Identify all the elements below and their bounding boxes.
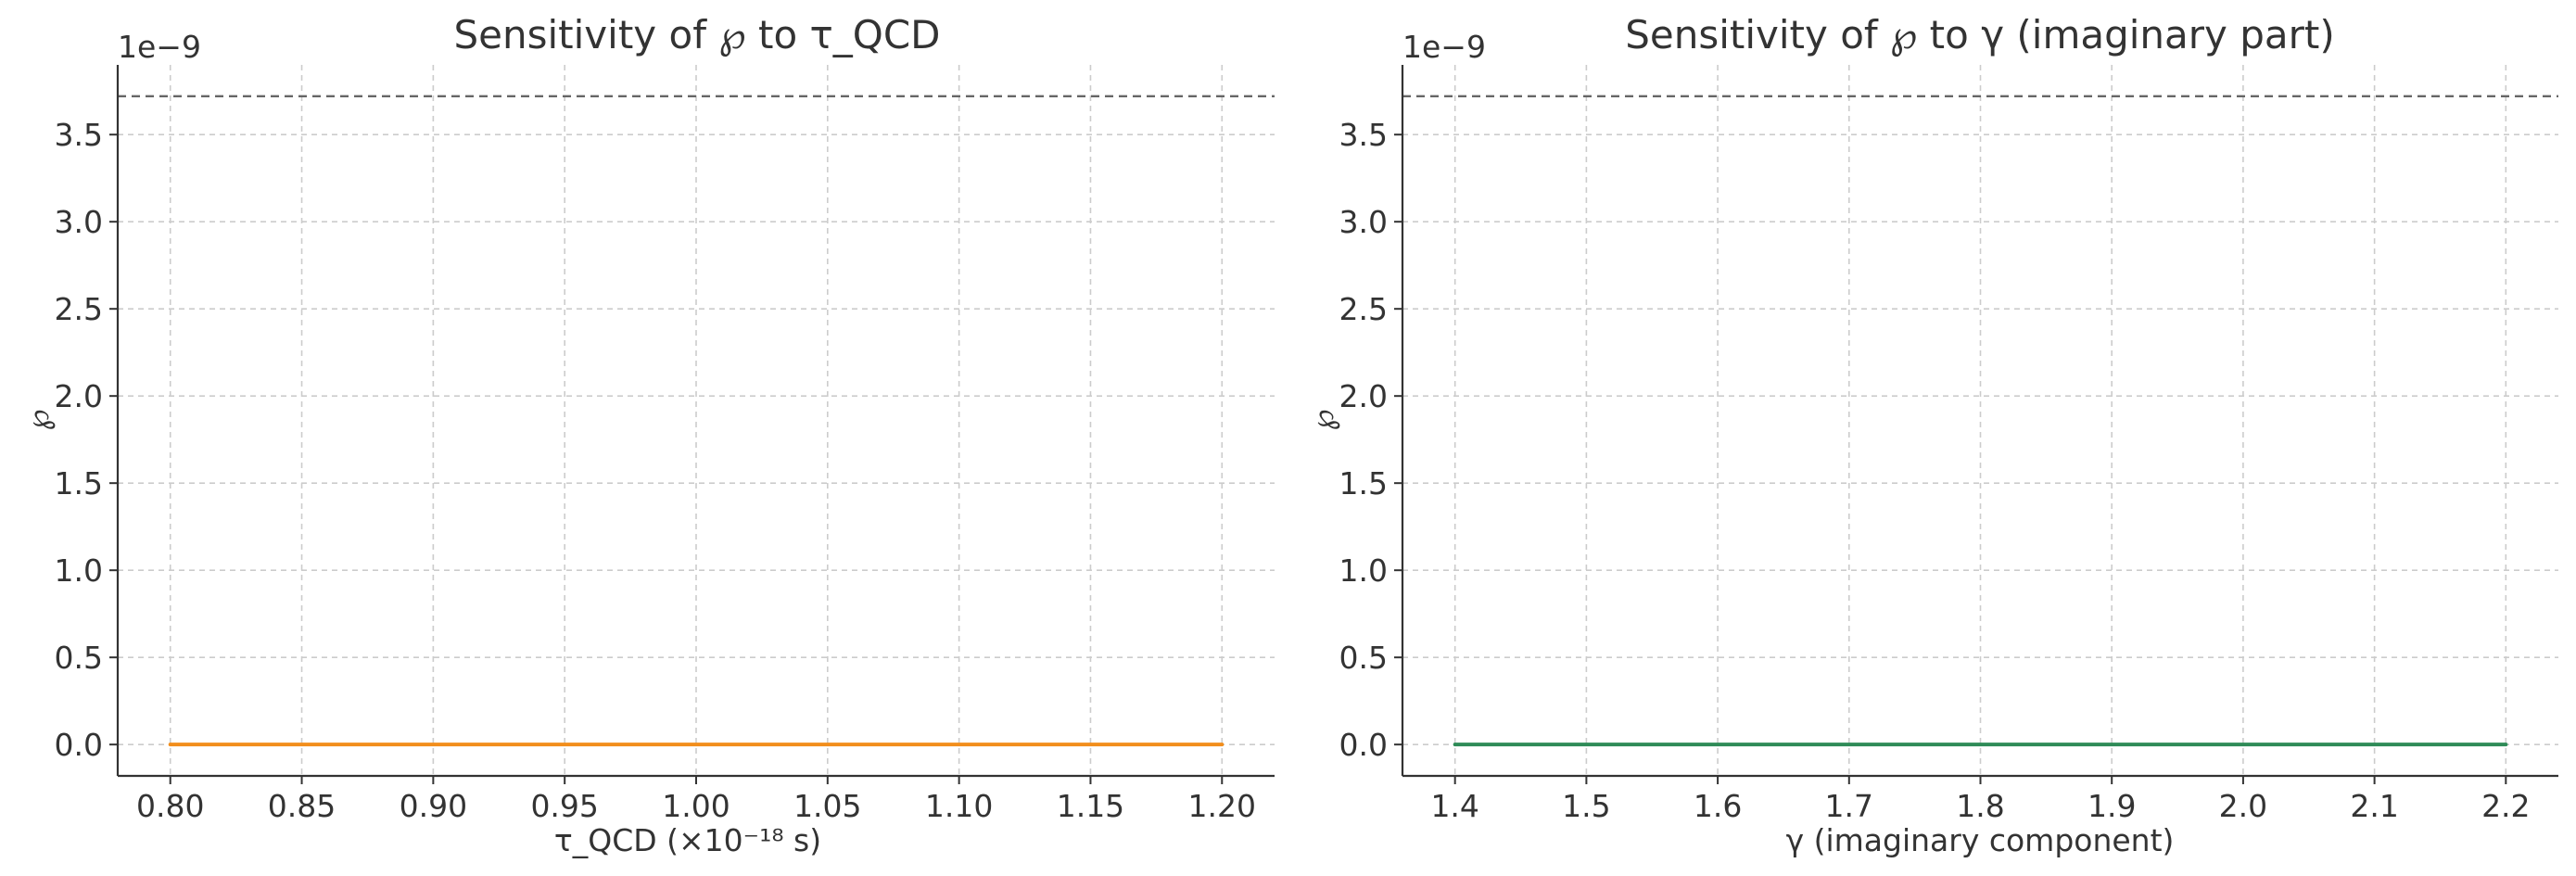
- y-tick-label: 2.5: [55, 291, 103, 327]
- x-tick-label: 2.0: [2219, 788, 2267, 824]
- x-ticks: 1.4 1.5 1.6 1.7 1.8 1.9 2.0 2.1 2.2: [1430, 776, 2531, 824]
- chart-title: Sensitivity of ℘ to γ (imaginary part): [1625, 12, 2335, 57]
- chart-gamma: Sensitivity of ℘ to γ (imaginary part) 1…: [1304, 12, 2558, 858]
- x-tick-label: 1.05: [793, 788, 861, 824]
- y-tick-label: 2.5: [1339, 291, 1388, 327]
- y-tick-label: 0.5: [1339, 640, 1388, 676]
- x-tick-label: 1.00: [662, 788, 730, 824]
- x-tick-label: 1.8: [1956, 788, 2004, 824]
- x-tick-label: 2.1: [2350, 788, 2398, 824]
- grid: [1402, 65, 2558, 776]
- x-ticks: 0.80 0.85 0.90 0.95 1.00 1.05 1.10 1.15 1.20: [136, 776, 1256, 824]
- y-tick-label: 1.0: [1339, 552, 1388, 589]
- y-axis-offset-text: 1e−9: [1402, 29, 1486, 65]
- x-tick-label: 1.15: [1057, 788, 1124, 824]
- x-tick-label: 0.80: [136, 788, 204, 824]
- x-tick-label: 1.9: [2087, 788, 2136, 824]
- y-tick-label: 2.0: [55, 378, 103, 414]
- x-tick-label: 2.2: [2481, 788, 2530, 824]
- y-axis-label: ℘: [19, 409, 56, 430]
- y-ticks: 0.0 0.5 1.0 1.5 2.0 2.5 3.0 3.5: [1339, 117, 1402, 763]
- x-tick-label: 0.85: [268, 788, 336, 824]
- x-tick-label: 0.95: [530, 788, 598, 824]
- x-tick-label: 1.7: [1825, 788, 1873, 824]
- y-tick-label: 3.0: [55, 204, 103, 240]
- y-axis-label: ℘: [1304, 409, 1340, 430]
- y-ticks: 0.0 0.5 1.0 1.5 2.0 2.5 3.0 3.5: [55, 117, 118, 763]
- y-tick-label: 3.5: [1339, 117, 1388, 153]
- chart-title: Sensitivity of ℘ to τ_QCD: [454, 12, 941, 57]
- y-tick-label: 3.5: [55, 117, 103, 153]
- y-tick-label: 0.0: [1339, 727, 1388, 763]
- x-tick-label: 0.90: [400, 788, 467, 824]
- y-tick-label: 2.0: [1339, 378, 1388, 414]
- x-tick-label: 1.10: [925, 788, 993, 824]
- chart-tau-qcd: Sensitivity of ℘ to τ_QCD 1e−9 ℘ τ_QCD (…: [19, 12, 1275, 858]
- y-tick-label: 1.5: [55, 465, 103, 501]
- x-tick-label: 1.4: [1430, 788, 1478, 824]
- y-tick-label: 1.5: [1339, 465, 1388, 501]
- x-tick-label: 1.20: [1188, 788, 1256, 824]
- x-tick-label: 1.6: [1694, 788, 1742, 824]
- x-axis-label: τ_QCD (×10⁻¹⁸ s): [554, 822, 821, 858]
- y-axis-offset-text: 1e−9: [118, 29, 201, 65]
- y-tick-label: 0.0: [55, 727, 103, 763]
- y-tick-label: 1.0: [55, 552, 103, 589]
- y-tick-label: 0.5: [55, 640, 103, 676]
- x-axis-label: γ (imaginary component): [1786, 822, 2175, 858]
- y-tick-label: 3.0: [1339, 204, 1388, 240]
- x-tick-label: 1.5: [1562, 788, 1610, 824]
